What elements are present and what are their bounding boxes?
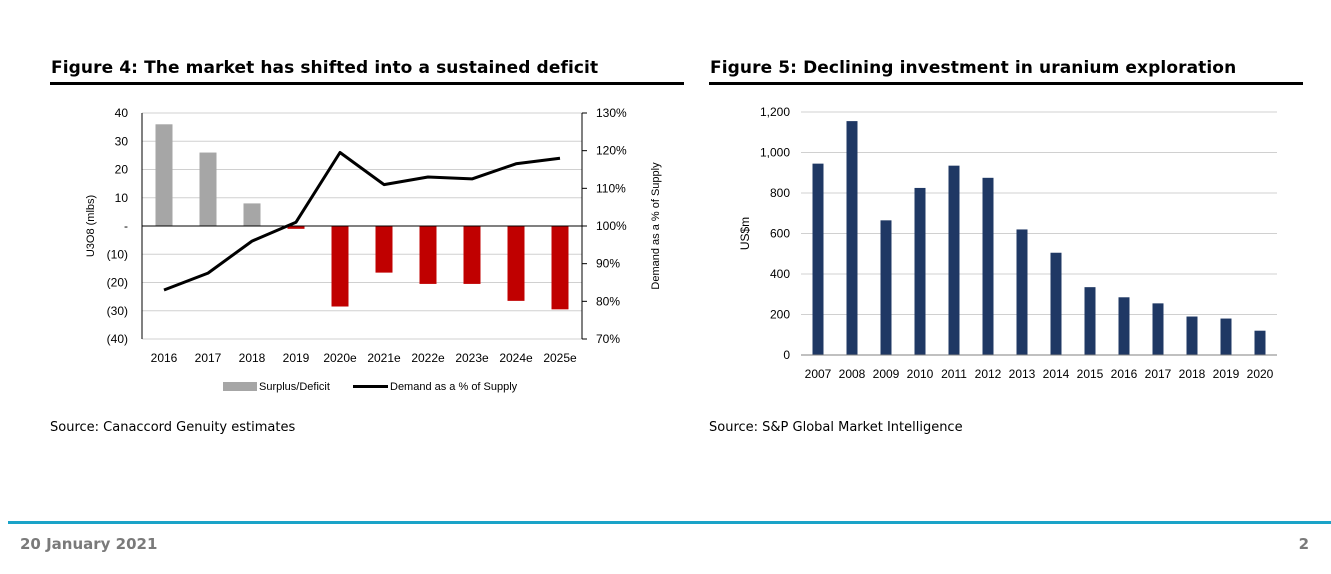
x-tick-label: 2021e: [367, 351, 401, 365]
bar-2009: [880, 220, 892, 355]
bar-2018: [1186, 316, 1198, 355]
y-tick-label: 0: [783, 348, 790, 362]
y2-tick-label: 70%: [596, 332, 620, 346]
x-tick-label: 2011: [941, 367, 967, 381]
y-axis-title: U3O8 (mlbs): [85, 195, 97, 257]
page-number: 2: [1298, 535, 1309, 553]
y-axis-title: US$m: [738, 217, 752, 250]
bar-2019: [1220, 318, 1232, 355]
y2-tick-label: 120%: [596, 144, 627, 158]
bar-2023e: [463, 226, 481, 284]
x-tick-label: 2025e: [543, 351, 577, 365]
figure-4: Figure 4: The market has shifted into a …: [50, 58, 684, 410]
y-tick-label: 600: [770, 227, 790, 241]
y-tick-label: (40): [107, 332, 128, 346]
bar-2007: [812, 163, 824, 355]
bar-2012: [982, 177, 994, 355]
bar-2019: [287, 226, 305, 229]
figure-5-title: Figure 5: Declining investment in uraniu…: [709, 58, 1303, 85]
bar-2011: [948, 165, 960, 355]
y-tick-label: 400: [770, 267, 790, 281]
x-tick-label: 2009: [873, 367, 900, 381]
bar-2024e: [507, 226, 525, 301]
bar-2018: [243, 203, 261, 226]
x-tick-label: 2008: [839, 367, 866, 381]
bar-2020: [1254, 330, 1266, 355]
y-tick-label: 30: [115, 134, 129, 148]
x-tick-label: 2012: [975, 367, 1002, 381]
legend-label-surplus: Surplus/Deficit: [259, 381, 330, 393]
bar-2013: [1016, 229, 1028, 355]
bar-2022e: [419, 226, 437, 284]
y-tick-label: 20: [115, 163, 129, 177]
x-tick-label: 2015: [1077, 367, 1104, 381]
y-tick-label: 1,200: [760, 105, 790, 119]
y-tick-label: (30): [107, 304, 128, 318]
x-tick-label: 2017: [1145, 367, 1172, 381]
y2-axis-title: Demand as a % of Supply: [650, 162, 662, 290]
figure-5: Figure 5: Declining investment in uraniu…: [709, 58, 1303, 394]
figure-4-title: Figure 4: The market has shifted into a …: [50, 58, 684, 85]
y2-tick-label: 80%: [596, 294, 620, 308]
y2-tick-label: 110%: [596, 181, 626, 195]
demand-line: [163, 151, 561, 292]
chart-background: [709, 94, 1303, 394]
y-tick-label: 1,000: [760, 146, 790, 160]
legend-swatch-surplus: [223, 382, 257, 391]
x-tick-label: 2019: [283, 351, 310, 365]
y-tick-label: (10): [107, 247, 128, 261]
bar-2015: [1084, 287, 1096, 355]
x-tick-label: 2013: [1009, 367, 1036, 381]
bar-2008: [846, 121, 858, 355]
legend-label-demand: Demand as a % of Supply: [390, 381, 518, 393]
x-tick-label: 2016: [1111, 367, 1138, 381]
x-tick-label: 2007: [805, 367, 832, 381]
y-tick-label: (20): [107, 276, 128, 290]
bar-2017: [199, 152, 217, 226]
y-tick-label: 40: [115, 106, 129, 120]
y-tick-label: 200: [770, 308, 790, 322]
bar-2021e: [375, 226, 393, 273]
figure-5-chart-area: 0 200 400 600 800 1,000 1,200 2007 2008 2009 2010 2…: [709, 94, 1303, 394]
x-tick-label: 2020: [1247, 367, 1274, 381]
y-tick-label: -: [124, 219, 128, 233]
y2-tick-label: 90%: [596, 257, 620, 271]
bar-2016: [1118, 297, 1130, 355]
bar-2016: [155, 124, 173, 226]
bar-2014: [1050, 252, 1062, 355]
x-tick-label: 2023e: [455, 351, 489, 365]
figure-5-source: Source: S&P Global Market Intelligence: [709, 420, 963, 435]
y-tick-label: 10: [115, 191, 129, 205]
x-tick-label: 2019: [1213, 367, 1240, 381]
x-tick-label: 2024e: [499, 351, 533, 365]
x-tick-label: 2018: [1179, 367, 1206, 381]
footer-rule: [8, 521, 1331, 524]
bar-2025e: [551, 226, 569, 310]
x-tick-label: 2017: [195, 351, 222, 365]
y2-tick-label: 100%: [596, 219, 627, 233]
x-tick-label: 2010: [907, 367, 934, 381]
bar-2017: [1152, 303, 1164, 355]
figure-4-source: Source: Canaccord Genuity estimates: [50, 420, 296, 435]
bar-2020e: [331, 226, 349, 307]
y-tick-label: 800: [770, 186, 790, 200]
footer-date: 20 January 2021: [20, 535, 158, 553]
x-tick-label: 2020e: [323, 351, 357, 365]
x-tick-label: 2016: [151, 351, 178, 365]
x-tick-label: 2022e: [411, 351, 445, 365]
figure-4-chart-area: 40 30 20 10 - (10) (20) (30) (40) 130% 120% 110% 100…: [50, 94, 684, 410]
x-tick-label: 2018: [239, 351, 266, 365]
bar-2010: [914, 187, 926, 355]
figure-5-chart: 0 200 400 600 800 1,000 1,200 2007 2008 2009 2010 2…: [709, 94, 1303, 394]
figure-4-chart: 40 30 20 10 - (10) (20) (30) (40) 130% 120% 110% 100…: [50, 94, 684, 410]
x-tick-label: 2014: [1043, 367, 1070, 381]
y2-tick-label: 130%: [596, 106, 627, 120]
